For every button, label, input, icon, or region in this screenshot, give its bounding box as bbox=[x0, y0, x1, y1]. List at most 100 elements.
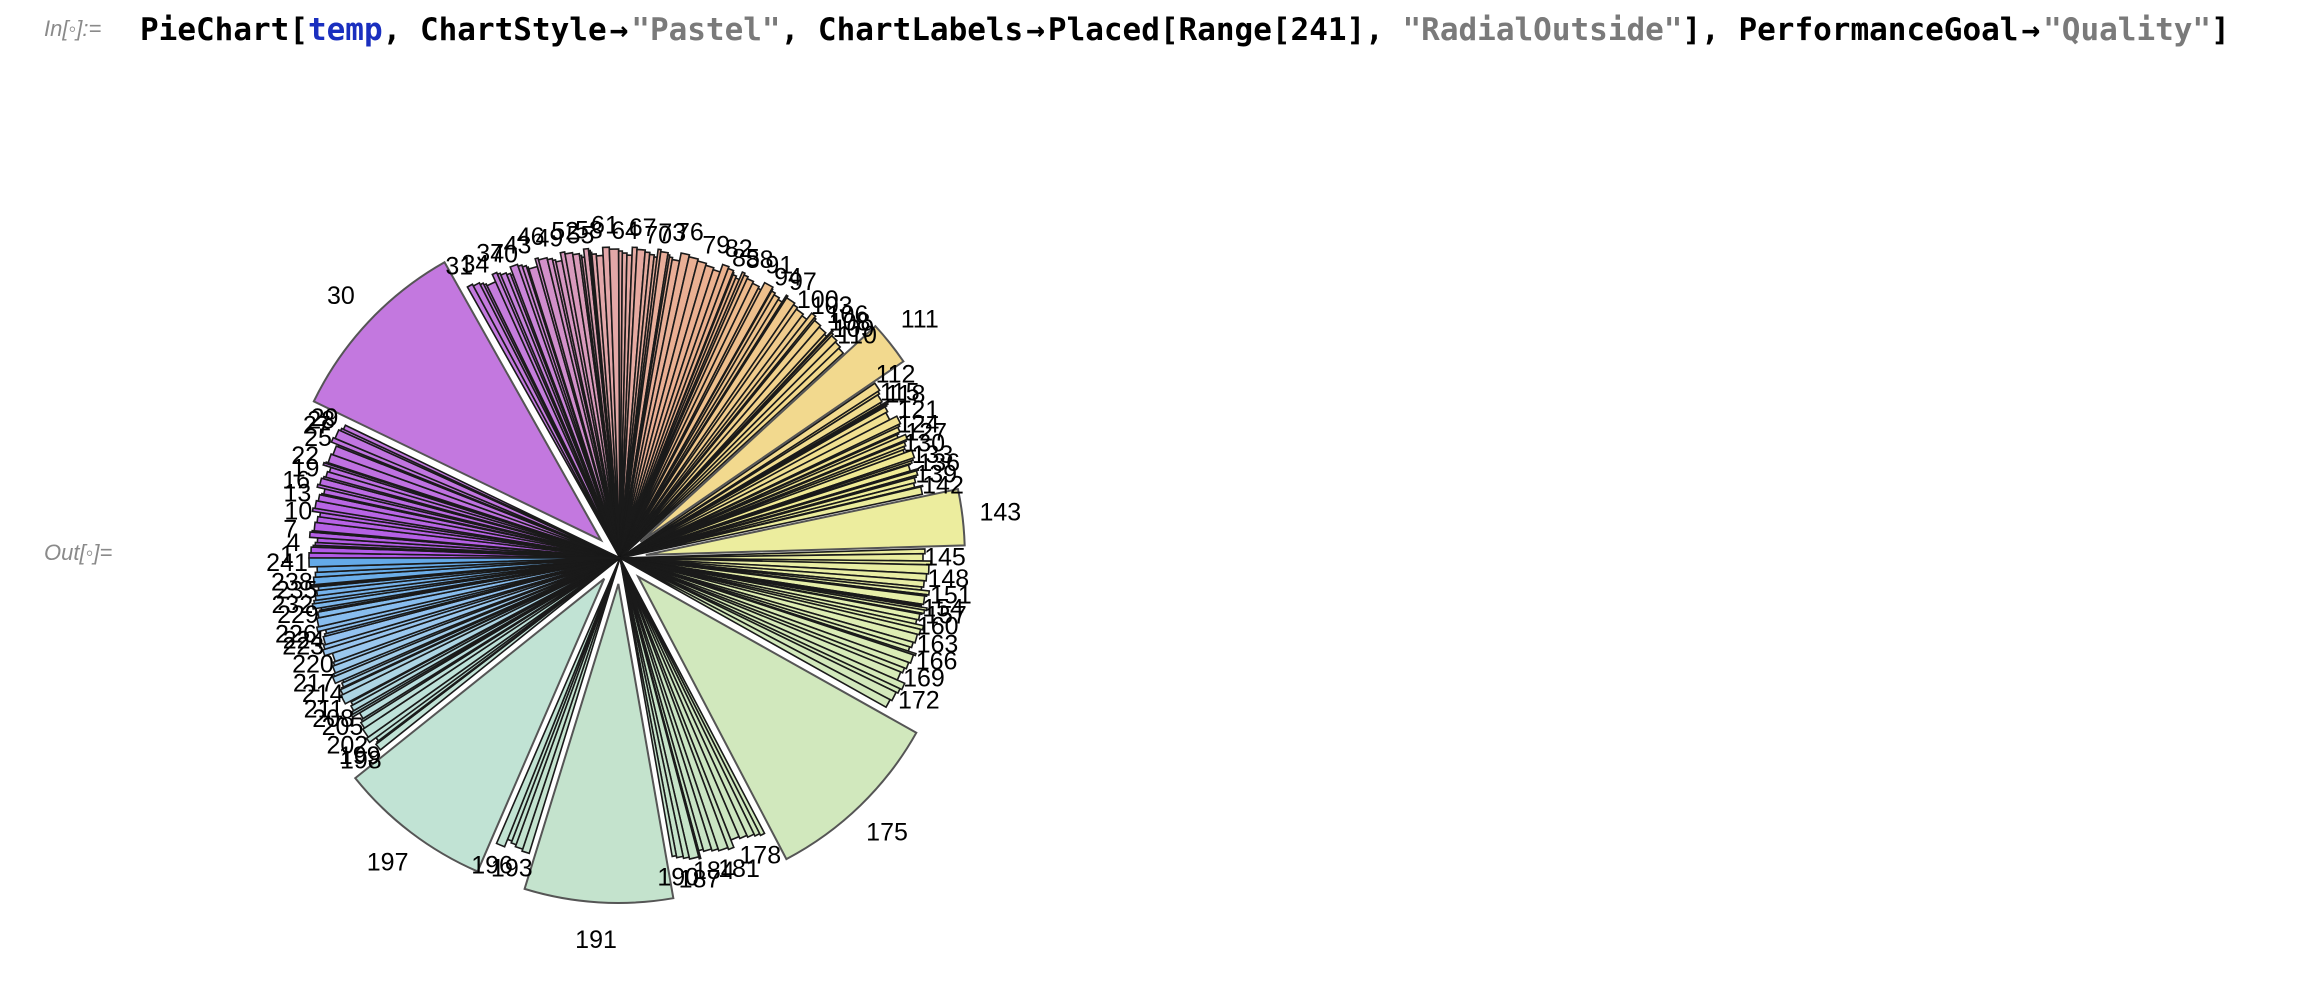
pie-slice-226 bbox=[315, 557, 621, 633]
pie-slice-61 bbox=[601, 246, 621, 559]
pie-slice-42 bbox=[517, 263, 621, 559]
pie-label-58: 58 bbox=[575, 216, 603, 244]
pie-label-94: 94 bbox=[774, 263, 802, 291]
pie-label-142: 142 bbox=[922, 472, 964, 500]
code-comma-3: , bbox=[1701, 12, 1739, 48]
pie-slice-126 bbox=[619, 433, 909, 559]
pie-label-7: 7 bbox=[283, 516, 297, 544]
pie-label-223: 223 bbox=[282, 633, 324, 661]
pie-label-130: 130 bbox=[903, 430, 945, 458]
pie-slice-104 bbox=[619, 325, 827, 559]
pie-label-82: 82 bbox=[725, 235, 753, 263]
pie-label-10: 10 bbox=[284, 498, 312, 526]
pie-slices bbox=[308, 246, 966, 904]
pie-label-112: 112 bbox=[876, 361, 916, 389]
pie-label-226: 226 bbox=[275, 621, 317, 649]
pie-label-109: 109 bbox=[833, 315, 875, 343]
code-argument: temp bbox=[307, 12, 383, 48]
pie-label-111: 111 bbox=[901, 306, 939, 334]
pie-label-241: 241 bbox=[266, 549, 308, 577]
code-arrow-1: → bbox=[609, 12, 629, 48]
pie-label-197: 197 bbox=[367, 848, 409, 876]
pie-slice-208 bbox=[349, 557, 621, 712]
pie-slice-139 bbox=[619, 476, 917, 559]
pie-slice-143 bbox=[645, 487, 966, 556]
pie-label-106: 106 bbox=[827, 301, 869, 329]
pie-slice-189 bbox=[619, 557, 685, 859]
pie-label-85: 85 bbox=[732, 244, 760, 272]
pie-label-202: 202 bbox=[327, 732, 369, 760]
pie-slice-187 bbox=[619, 557, 700, 861]
pie-slice-233 bbox=[314, 557, 621, 602]
pie-label-121: 121 bbox=[898, 396, 940, 424]
pie-label-198: 198 bbox=[340, 747, 382, 775]
pie-label-217: 217 bbox=[293, 669, 335, 697]
pie-label-79: 79 bbox=[702, 231, 730, 259]
pie-slice-175 bbox=[635, 574, 918, 861]
code-option-chartlabels: ChartLabels bbox=[817, 12, 1024, 48]
pie-label-61: 61 bbox=[591, 211, 619, 239]
pie-slice-32 bbox=[472, 281, 621, 559]
pie-label-184: 184 bbox=[693, 857, 735, 885]
pie-label-108: 108 bbox=[829, 308, 871, 336]
pie-slice-178 bbox=[619, 557, 756, 839]
pie-label-88: 88 bbox=[746, 246, 774, 274]
pie-label-235: 235 bbox=[276, 577, 318, 605]
pie-label-34: 34 bbox=[462, 251, 490, 279]
code-value-quality: "Quality" bbox=[2043, 12, 2212, 48]
pie-label-181: 181 bbox=[718, 855, 760, 883]
pie-label-16: 16 bbox=[282, 467, 310, 495]
code-option-performancegoal: PerformanceGoal bbox=[1738, 12, 2019, 48]
pie-slice-142 bbox=[619, 485, 924, 559]
pie-slice-119 bbox=[619, 405, 889, 559]
pie-label-49: 49 bbox=[535, 225, 563, 253]
pie-slice-36 bbox=[491, 271, 621, 559]
pie-label-169: 169 bbox=[903, 664, 945, 692]
pie-label-151: 151 bbox=[930, 581, 972, 609]
pie-label-139: 139 bbox=[915, 461, 957, 489]
pie-slice-216 bbox=[331, 557, 621, 685]
code-function: PieChart bbox=[140, 12, 290, 48]
code-comma-1: , bbox=[382, 12, 420, 48]
pie-slice-239 bbox=[314, 557, 621, 579]
pie-label-52: 52 bbox=[551, 218, 579, 246]
code-option-chartstyle: ChartStyle bbox=[419, 12, 607, 48]
pie-label-103: 103 bbox=[811, 292, 853, 320]
pie-label-232: 232 bbox=[272, 591, 314, 619]
pie-label-154: 154 bbox=[922, 594, 964, 622]
pie-slice-137 bbox=[619, 469, 919, 559]
pie-slice-201 bbox=[365, 557, 621, 744]
code-placed-range: Placed[Range[241], bbox=[1047, 12, 1403, 48]
code-value-radialoutside: "RadialOutside" bbox=[1402, 12, 1683, 48]
pie-label-220: 220 bbox=[292, 651, 334, 679]
pie-label-136: 136 bbox=[918, 449, 960, 477]
pie-label-97: 97 bbox=[789, 268, 817, 296]
pie-label-148: 148 bbox=[927, 565, 969, 593]
pie-label-196: 196 bbox=[471, 851, 513, 879]
pie-slice-31 bbox=[466, 283, 621, 559]
pie-label-175: 175 bbox=[866, 819, 908, 847]
pie-slice-59 bbox=[590, 253, 621, 559]
pie-label-199: 199 bbox=[339, 742, 381, 770]
pie-label-1: 1 bbox=[280, 541, 294, 569]
pie-label-214: 214 bbox=[302, 680, 344, 708]
pie-label-110: 110 bbox=[837, 322, 877, 350]
pie-slice-222 bbox=[322, 557, 621, 651]
input-cell-label: In[◦]:= bbox=[44, 16, 102, 41]
pie-slice-121 bbox=[619, 415, 902, 559]
pie-slice-53 bbox=[571, 252, 621, 559]
pie-slice-131 bbox=[619, 449, 916, 559]
pie-label-229: 229 bbox=[277, 601, 319, 629]
pie-slice-188 bbox=[619, 557, 691, 860]
pie-label-145: 145 bbox=[924, 543, 966, 571]
pie-slice-39 bbox=[505, 272, 621, 559]
pie-label-163: 163 bbox=[917, 630, 959, 658]
pie-label-70: 70 bbox=[644, 221, 672, 249]
pie-slice-238 bbox=[312, 557, 621, 586]
input-cell-code[interactable]: PieChart[temp, ChartStyle→"Pastel", Char… bbox=[140, 10, 2230, 50]
pie-label-157: 157 bbox=[925, 602, 967, 630]
code-close-bracket: ] bbox=[2211, 12, 2230, 48]
pie-slice-109 bbox=[619, 340, 842, 559]
